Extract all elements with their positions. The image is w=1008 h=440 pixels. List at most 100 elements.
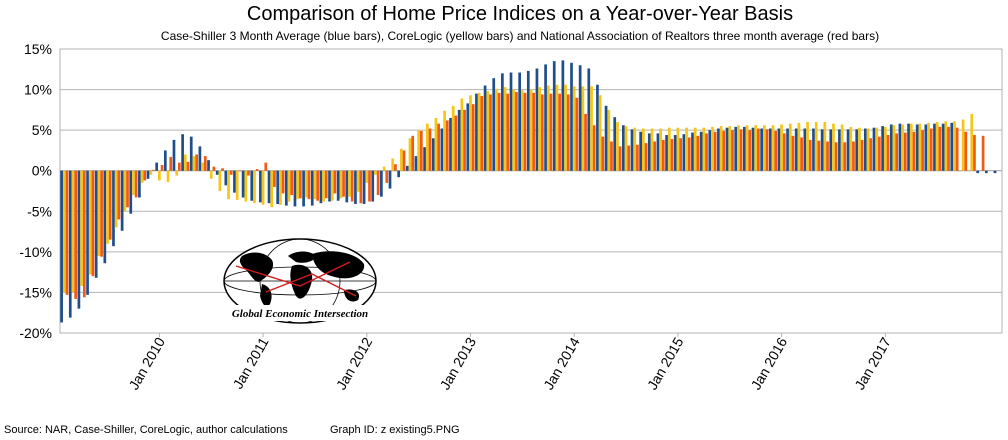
- watermark-text: Global Economic Intersection: [232, 308, 368, 320]
- bar-corelogic: [71, 170, 75, 293]
- bar-corelogic: [261, 170, 265, 205]
- bar-nar: [454, 115, 458, 171]
- bar-case-shiller: [414, 156, 418, 171]
- bar-corelogic: [745, 125, 749, 171]
- bar-case-shiller: [907, 123, 910, 171]
- bar-nar: [610, 141, 613, 171]
- bar-nar: [964, 131, 968, 171]
- bar-nar: [238, 170, 242, 172]
- bar-corelogic: [503, 87, 507, 171]
- bar-nar: [878, 136, 881, 171]
- bar-nar: [307, 170, 311, 200]
- bar-corelogic: [555, 84, 559, 171]
- bar-nar: [869, 138, 873, 171]
- bar-case-shiller: [336, 170, 340, 201]
- bar-nar: [566, 94, 570, 171]
- bar-corelogic: [953, 121, 956, 171]
- bar-case-shiller: [889, 124, 893, 171]
- bar-corelogic: [512, 89, 516, 171]
- bar-case-shiller: [94, 170, 98, 278]
- x-tick-label: Jan 2011: [230, 334, 272, 391]
- bar-nar: [445, 120, 449, 171]
- bar-nar: [515, 92, 518, 171]
- bar-corelogic: [417, 130, 420, 171]
- bar-case-shiller: [665, 135, 668, 171]
- bar-case-shiller: [734, 126, 738, 171]
- bar-case-shiller: [492, 78, 496, 171]
- x-tick-label: Jan 2010: [125, 334, 168, 392]
- bar-corelogic: [538, 87, 541, 171]
- bar-nar: [281, 170, 285, 194]
- bar-nar: [929, 128, 933, 171]
- bar-corelogic: [685, 127, 688, 171]
- bar-case-shiller: [630, 129, 634, 171]
- bar-corelogic: [970, 113, 974, 171]
- bar-corelogic: [581, 86, 585, 171]
- bar-nar: [782, 133, 786, 171]
- bar-case-shiller: [68, 170, 72, 318]
- bar-corelogic: [114, 170, 118, 228]
- bar-nar: [126, 170, 129, 208]
- bar-corelogic: [106, 170, 109, 244]
- bar-corelogic: [788, 123, 792, 171]
- bar-corelogic: [62, 170, 66, 293]
- bar-case-shiller: [129, 170, 133, 214]
- bar-case-shiller: [760, 128, 763, 171]
- bar-case-shiller: [138, 170, 141, 198]
- bar-corelogic: [659, 128, 662, 171]
- bar-corelogic: [391, 158, 395, 171]
- bar-corelogic: [961, 119, 965, 171]
- bar-case-shiller: [388, 170, 392, 189]
- bar-case-shiller: [976, 170, 980, 174]
- bar-case-shiller: [699, 131, 703, 171]
- bar-case-shiller: [915, 124, 919, 171]
- bar-case-shiller: [898, 123, 902, 171]
- bar-corelogic: [892, 125, 896, 171]
- bar-nar: [420, 130, 423, 171]
- bar-nar: [489, 94, 492, 171]
- watermark-logo: Global Economic Intersection: [222, 238, 378, 324]
- bar-case-shiller: [215, 170, 219, 175]
- bar-corelogic: [132, 170, 135, 196]
- bar-case-shiller: [613, 117, 617, 171]
- bar-case-shiller: [172, 139, 176, 171]
- source-note: Source: NAR, Case-Shiller, CoreLogic, au…: [4, 424, 288, 436]
- bar-corelogic: [564, 84, 567, 171]
- bar-corelogic: [711, 126, 714, 171]
- bar-case-shiller: [198, 146, 202, 171]
- bar-corelogic: [339, 170, 343, 199]
- bar-case-shiller: [431, 138, 435, 171]
- bar-nar: [342, 170, 345, 197]
- bar-case-shiller: [725, 127, 729, 171]
- bar-corelogic: [356, 170, 360, 192]
- bar-case-shiller: [829, 129, 833, 171]
- bar-nar: [800, 137, 803, 171]
- bar-nar: [255, 169, 259, 171]
- bar-corelogic: [823, 122, 827, 171]
- bar-case-shiller: [423, 147, 426, 171]
- bar-corelogic: [469, 95, 472, 171]
- bar-case-shiller: [941, 123, 945, 171]
- bar-corelogic: [183, 154, 187, 171]
- bar-nar: [921, 130, 924, 171]
- bar-corelogic: [875, 127, 879, 171]
- bar-nar: [91, 170, 95, 277]
- bar-case-shiller: [950, 122, 954, 171]
- bar-corelogic: [771, 125, 775, 171]
- bar-case-shiller: [345, 170, 349, 203]
- bar-nar: [817, 140, 821, 171]
- bar-corelogic: [840, 124, 844, 171]
- bar-nar: [264, 162, 268, 171]
- y-tick-label: -10%: [19, 244, 52, 260]
- bar-corelogic: [322, 170, 325, 202]
- bar-corelogic: [590, 86, 593, 171]
- bar-corelogic: [175, 170, 179, 176]
- bar-nar: [584, 113, 587, 171]
- bar-nar: [739, 129, 743, 171]
- bar-nar: [143, 170, 147, 181]
- bar-case-shiller: [310, 170, 314, 206]
- bar-corelogic: [521, 90, 524, 171]
- bar-case-shiller: [751, 127, 755, 171]
- bar-case-shiller: [838, 129, 841, 171]
